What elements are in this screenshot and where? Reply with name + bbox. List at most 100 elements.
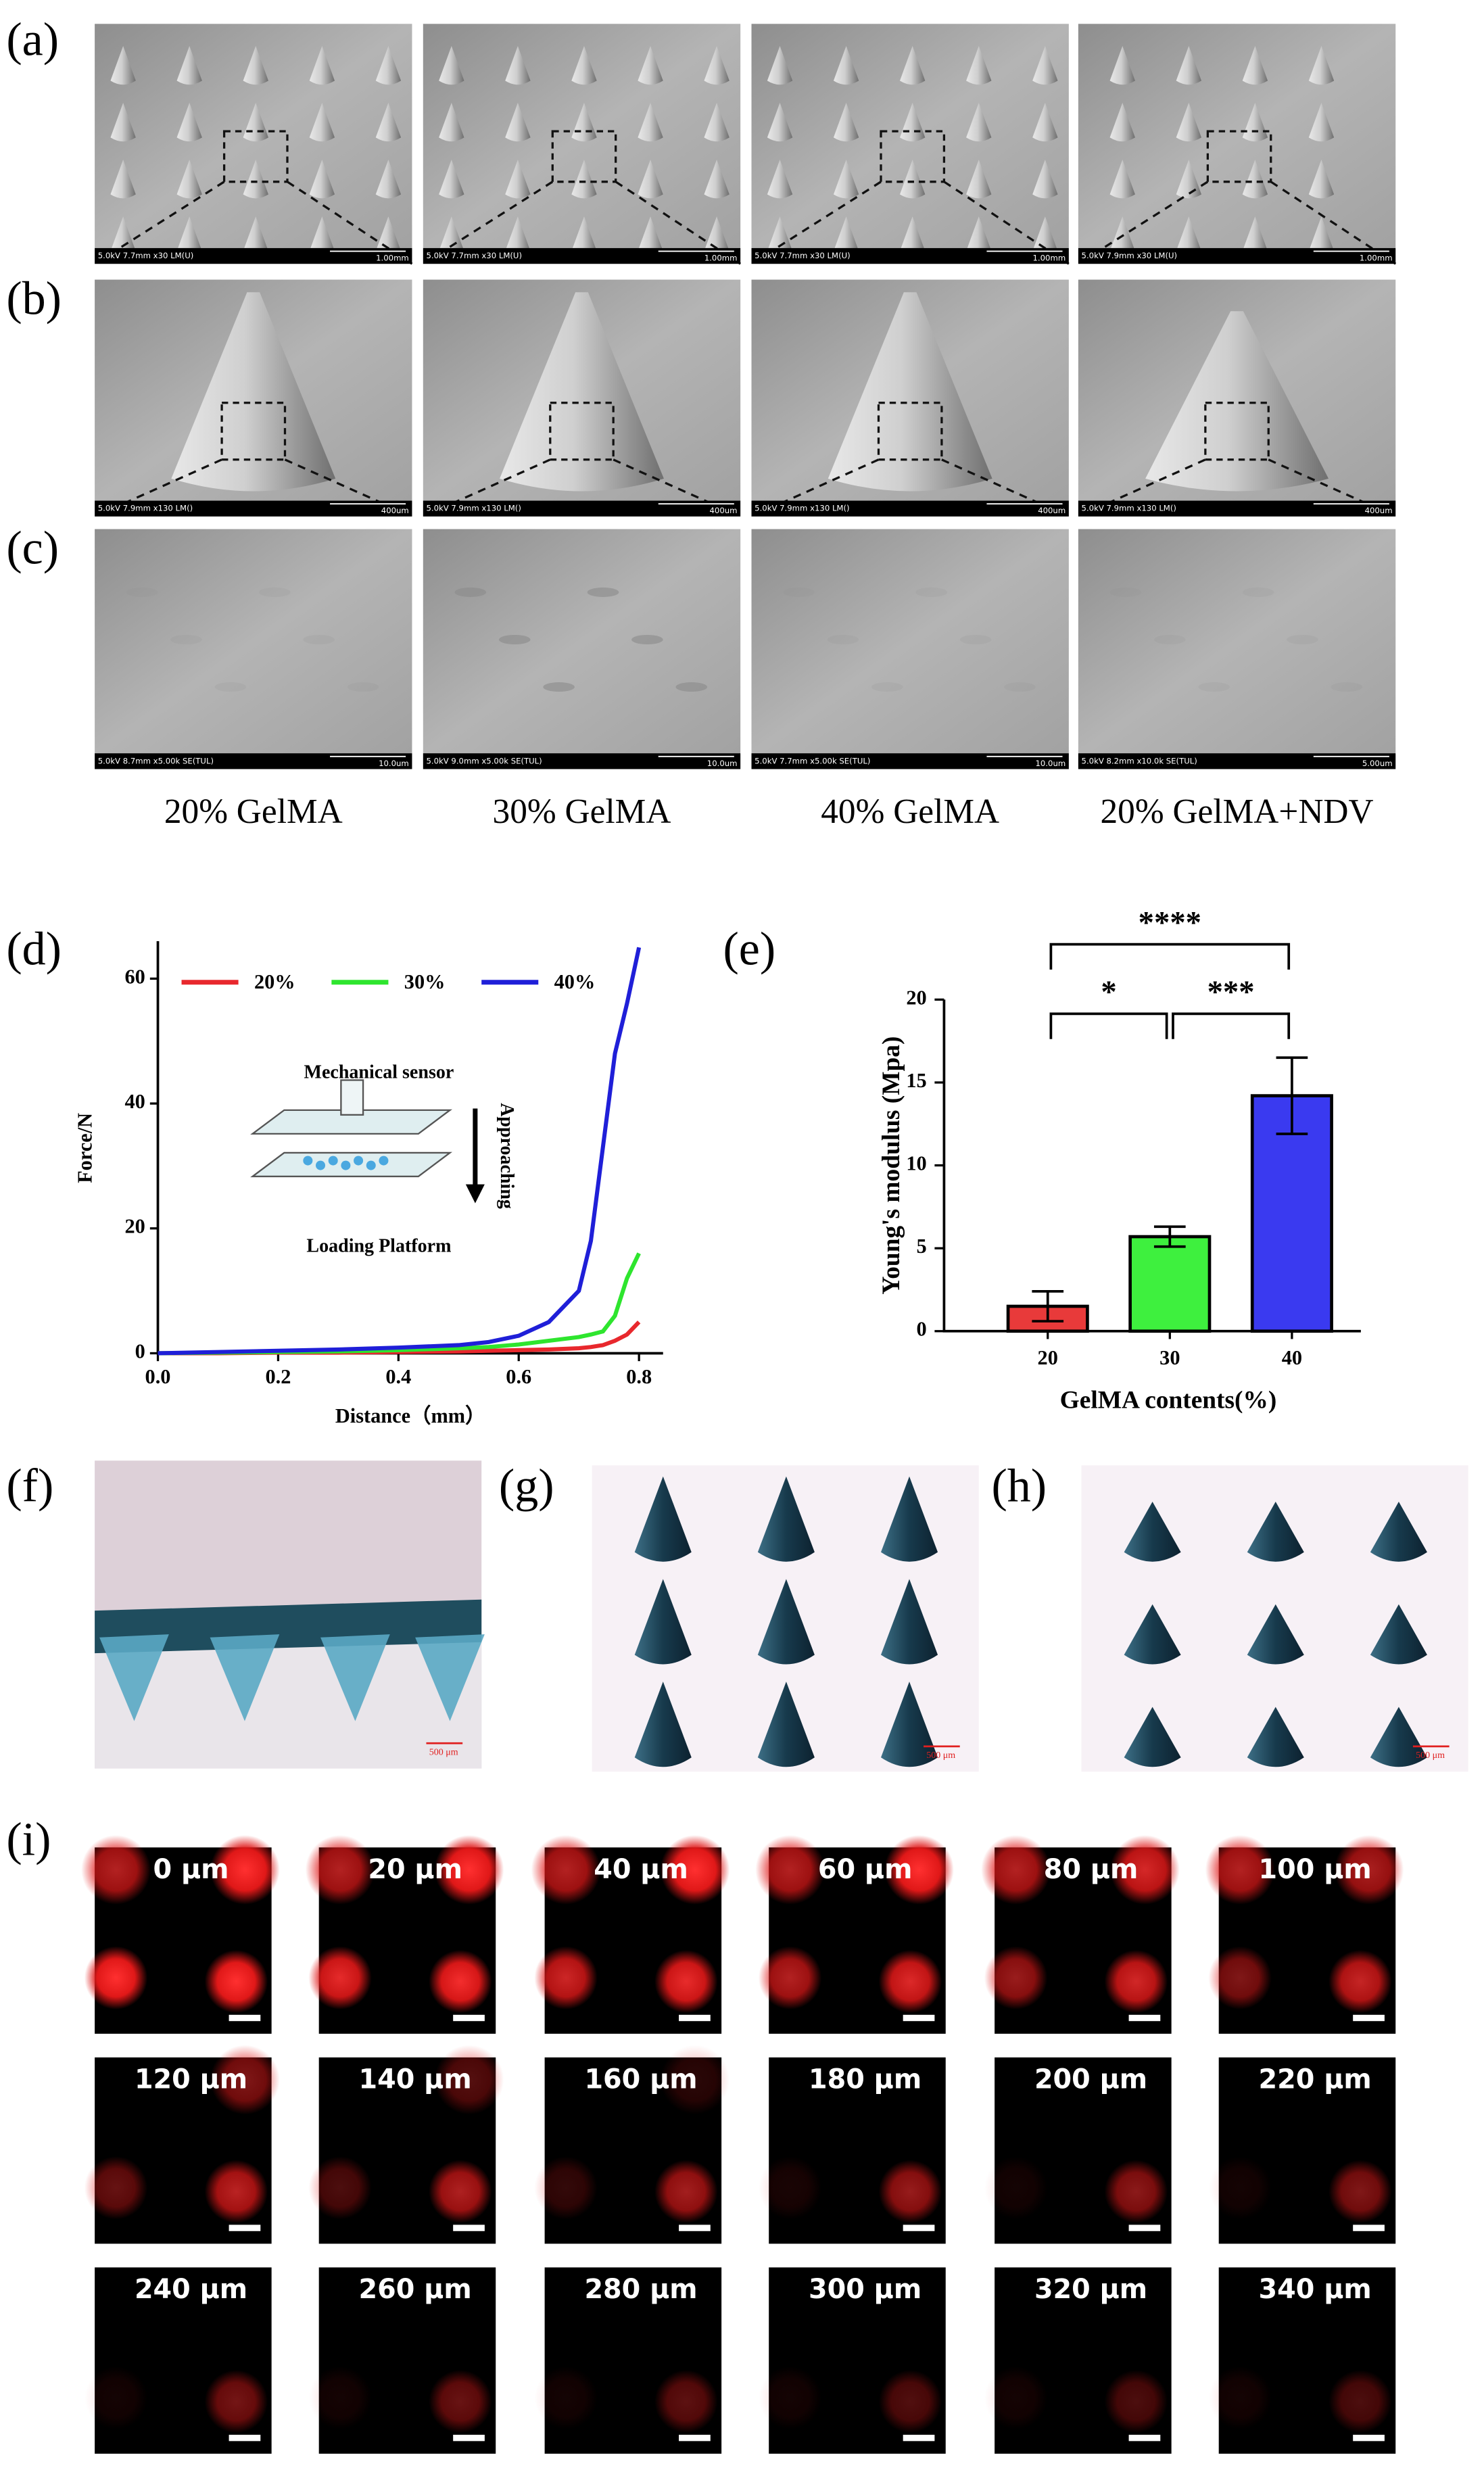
microneedle xyxy=(767,103,793,142)
scale-bar xyxy=(1128,2014,1161,2022)
depth-label: 100 μm xyxy=(1259,1854,1372,1885)
microneedle xyxy=(1308,45,1335,85)
fluorescence-signal xyxy=(758,1946,822,2009)
column-label: 20% GelMA+NDV xyxy=(1100,792,1373,831)
fluorescence-signal xyxy=(84,2366,148,2430)
sample-dot xyxy=(328,1156,338,1166)
fluorescence-signal xyxy=(84,2156,148,2220)
microneedle xyxy=(1124,1707,1181,1767)
microneedle xyxy=(176,103,202,142)
scale-bar xyxy=(679,2014,711,2022)
sample-dot xyxy=(303,1156,313,1166)
fluorescence-signal xyxy=(308,1946,372,2009)
microneedle xyxy=(99,1634,169,1721)
microneedle xyxy=(757,1579,815,1665)
depth-label: 0 μm xyxy=(153,1854,229,1885)
surface-texture xyxy=(871,682,903,692)
microneedle xyxy=(638,103,663,142)
sem-info: 5.0kV 7.7mm x30 LM(U) xyxy=(98,251,194,260)
zoom-line xyxy=(750,181,1070,265)
fluorescence-signal xyxy=(308,2366,372,2430)
sem-info: 5.0kV 9.0mm x5.00k SE(TUL) xyxy=(426,756,542,765)
zoom-line xyxy=(422,181,742,265)
x-tick-label: 0.4 xyxy=(385,1365,411,1388)
scale-bar xyxy=(229,2435,261,2442)
microneedle xyxy=(243,216,268,256)
microneedle xyxy=(439,45,464,85)
microneedle xyxy=(634,1476,692,1562)
surface-texture xyxy=(1153,634,1186,644)
surface-texture xyxy=(783,587,815,597)
sem-scale: 400um xyxy=(381,506,409,515)
sem-scale: 10.0um xyxy=(379,759,409,768)
surface-texture xyxy=(1004,682,1036,692)
panel-label: (c) xyxy=(6,523,59,575)
microneedle xyxy=(900,216,926,256)
zoom-box xyxy=(1204,402,1270,461)
inset-label: Loading Platform xyxy=(306,1235,451,1256)
surface-texture xyxy=(303,634,335,644)
fluorescence-signal xyxy=(305,1835,375,1905)
microneedle xyxy=(210,1634,280,1721)
panel-label: (d) xyxy=(6,924,62,976)
zoom-box xyxy=(880,130,946,183)
sample-dot xyxy=(316,1160,326,1170)
scale-bar xyxy=(229,2014,261,2022)
fluorescence-signal xyxy=(1334,1835,1404,1905)
microneedle xyxy=(1247,1604,1304,1665)
panel-label: (f) xyxy=(6,1460,53,1513)
surface-texture xyxy=(827,634,859,644)
microneedle xyxy=(309,160,335,199)
info-bar xyxy=(95,247,412,264)
microneedle xyxy=(439,160,464,199)
info-bar xyxy=(751,753,1069,769)
y-tick-label: 5 xyxy=(917,1235,927,1258)
depth-label: 140 μm xyxy=(359,2064,472,2095)
surface-texture xyxy=(631,634,663,644)
sem-scale: 400um xyxy=(1365,506,1393,515)
microneedle xyxy=(1145,311,1329,492)
fluorescence-signal xyxy=(204,2160,268,2224)
microneedle xyxy=(828,292,992,492)
microneedle xyxy=(1308,103,1335,142)
y-tick-label: 0 xyxy=(135,1339,145,1362)
microneedle xyxy=(966,103,992,142)
sample-dot xyxy=(354,1156,364,1166)
surface-texture xyxy=(915,587,948,597)
zoom-box xyxy=(220,402,287,461)
depth-label: 300 μm xyxy=(809,2274,921,2305)
sem-scale: 1.00mm xyxy=(376,254,409,263)
microneedle xyxy=(571,216,597,256)
microneedle xyxy=(309,103,335,142)
microneedle xyxy=(757,1476,815,1562)
depth-label: 40 μm xyxy=(594,1854,688,1885)
microneedle xyxy=(634,1682,692,1767)
sem-image xyxy=(95,529,412,754)
microneedle xyxy=(1242,160,1268,199)
fluorescence-signal xyxy=(660,1835,730,1905)
significance-bracket xyxy=(1049,943,1291,970)
panel-label: (h) xyxy=(991,1460,1047,1513)
fluorescence-signal xyxy=(984,2156,1048,2220)
microneedle xyxy=(110,160,136,199)
micrograph-scale: 500 μm xyxy=(429,1747,458,1757)
column-label: 30% GelMA xyxy=(493,792,671,831)
legend-label: 40% xyxy=(554,970,596,993)
x-tick-label: 20 xyxy=(1038,1346,1058,1369)
microneedle xyxy=(1124,1501,1181,1562)
fluorescence-signal xyxy=(654,2160,718,2224)
microneedle xyxy=(1032,160,1058,199)
surface-texture xyxy=(1287,634,1318,644)
fluorescence-signal xyxy=(1329,2370,1392,2433)
microneedle xyxy=(1109,160,1135,199)
fluorescence-signal xyxy=(1208,1946,1272,2009)
zoom-line xyxy=(94,181,413,265)
surface-texture xyxy=(1109,587,1142,597)
info-bar xyxy=(423,247,741,264)
error-bar xyxy=(1153,1225,1186,1248)
x-tick-label: 0.8 xyxy=(626,1365,652,1388)
microneedle xyxy=(439,103,464,142)
microneedle xyxy=(638,45,663,85)
zoom-box xyxy=(551,130,617,183)
microneedle xyxy=(1308,160,1335,199)
